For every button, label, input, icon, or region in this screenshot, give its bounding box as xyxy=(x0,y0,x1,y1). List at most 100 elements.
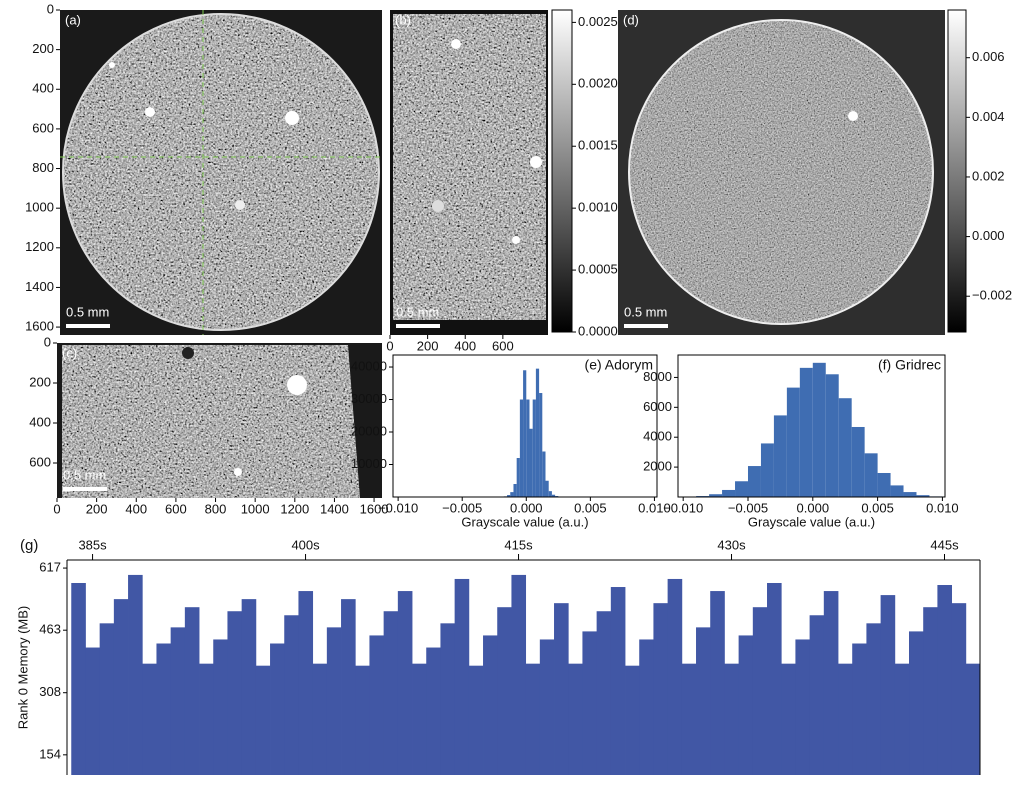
memory-bar xyxy=(894,663,910,775)
memory-bar xyxy=(128,574,143,775)
memory-bar xyxy=(866,623,882,775)
memory-bar xyxy=(255,665,271,775)
histogram-bar xyxy=(735,481,748,497)
memory-bar xyxy=(781,663,796,775)
memory-bar xyxy=(270,643,285,775)
x-tick-label: 0 xyxy=(386,338,393,353)
y-tick-label: 8000 xyxy=(643,369,672,384)
x-tick-label: 400 xyxy=(125,501,147,516)
memory-bar xyxy=(937,585,953,775)
image-d xyxy=(618,10,945,335)
memory-bar xyxy=(667,578,683,775)
memory-bar xyxy=(752,607,768,775)
histogram-bar xyxy=(551,494,556,497)
x-tick-label: 445s xyxy=(930,537,959,552)
memory-bar xyxy=(681,663,697,775)
scale-bar-label: 0.5 mm xyxy=(63,467,106,482)
y-tick-label: 0 xyxy=(47,1,54,16)
memory-bar xyxy=(823,591,839,775)
y-tick-label: 200 xyxy=(32,41,54,56)
memory-bar xyxy=(383,611,399,775)
x-tick-label: −0.005 xyxy=(442,500,482,515)
histogram-bar xyxy=(513,484,517,497)
memory-bar xyxy=(838,663,853,775)
memory-bar xyxy=(852,643,867,775)
histogram-bar xyxy=(799,367,813,497)
x-tick-label: 1200 xyxy=(280,501,309,516)
y-tick-label: 20000 xyxy=(351,423,387,438)
memory-bar xyxy=(213,639,228,775)
memory-bar xyxy=(525,663,541,775)
y-tick-label: 600 xyxy=(32,120,54,135)
y-tick-label: 400 xyxy=(32,81,54,96)
memory-bar xyxy=(227,611,243,775)
scale-bar-label: 0.5 mm xyxy=(624,304,667,319)
memory-bar xyxy=(99,623,115,775)
memory-bar xyxy=(113,599,129,775)
histogram-bar xyxy=(529,428,533,497)
histogram-bar xyxy=(864,453,878,497)
memory-bar xyxy=(511,574,527,775)
memory-bar xyxy=(355,665,370,775)
x-axis-label: Grayscale value (a.u.) xyxy=(461,514,588,529)
memory-bar xyxy=(653,603,669,775)
image-b xyxy=(390,10,548,335)
histogram-bar xyxy=(825,374,839,497)
histogram-bar xyxy=(545,480,549,497)
memory-bar xyxy=(724,663,740,775)
memory-bar xyxy=(369,635,385,775)
panel-label: (b) xyxy=(395,12,411,27)
memory-bar xyxy=(965,663,981,775)
colorbar-tick-label: 0.0000 xyxy=(578,323,618,338)
x-tick-label: 415s xyxy=(504,537,533,552)
y-tick-label: 10000 xyxy=(351,456,387,471)
colorbar-tick-label: 0.004 xyxy=(972,109,1005,124)
image-c xyxy=(57,343,382,498)
memory-bar xyxy=(582,631,598,775)
y-tick-label: 6000 xyxy=(643,399,672,414)
y-tick-label: 30000 xyxy=(351,391,387,406)
histogram-bar xyxy=(877,472,891,497)
colorbar-d xyxy=(947,9,967,333)
memory-bar xyxy=(312,663,328,775)
memory-bar xyxy=(795,639,811,775)
x-tick-label: 0 xyxy=(53,501,60,516)
panel-label: (c) xyxy=(62,345,77,360)
scale-bar xyxy=(66,324,110,328)
y-tick-label: 1000 xyxy=(25,200,54,215)
histogram-bar xyxy=(507,495,511,497)
memory-bar xyxy=(184,607,200,775)
histogram-bar xyxy=(773,415,787,497)
image-a xyxy=(60,10,382,335)
x-tick-label: 1600 xyxy=(360,501,389,516)
histogram-bar xyxy=(916,495,930,497)
plot-frame xyxy=(392,354,658,498)
histogram-bar xyxy=(526,399,530,497)
memory-bar xyxy=(568,663,583,775)
panel-label: (g) xyxy=(20,537,38,554)
histogram-bar xyxy=(532,399,536,497)
colorbar-tick-label: 0.0005 xyxy=(578,262,618,277)
scale-bar-label: 0.5 mm xyxy=(396,304,439,319)
y-tick-label: 617 xyxy=(39,560,61,575)
plot-frame xyxy=(677,354,946,498)
histogram-bar xyxy=(516,458,520,497)
memory-bar xyxy=(170,627,186,775)
x-tick-label: 800 xyxy=(205,501,227,516)
histogram-bar xyxy=(812,362,826,497)
memory-bar xyxy=(696,627,711,775)
memory-bar xyxy=(468,665,484,775)
x-tick-label: 1400 xyxy=(320,501,349,516)
memory-bar xyxy=(497,607,512,775)
x-tick-label: 400s xyxy=(291,537,320,552)
y-tick-label: 4000 xyxy=(643,429,672,444)
colorbar-tick-label: 0.0025 xyxy=(578,14,618,29)
memory-bar xyxy=(326,627,342,775)
x-tick-label: 0.005 xyxy=(574,500,607,515)
memory-bar xyxy=(738,635,754,775)
y-tick-label: 1200 xyxy=(25,239,54,254)
y-tick-label: 1400 xyxy=(25,279,54,294)
memory-bar xyxy=(639,639,654,775)
y-tick-label: 200 xyxy=(29,374,51,389)
